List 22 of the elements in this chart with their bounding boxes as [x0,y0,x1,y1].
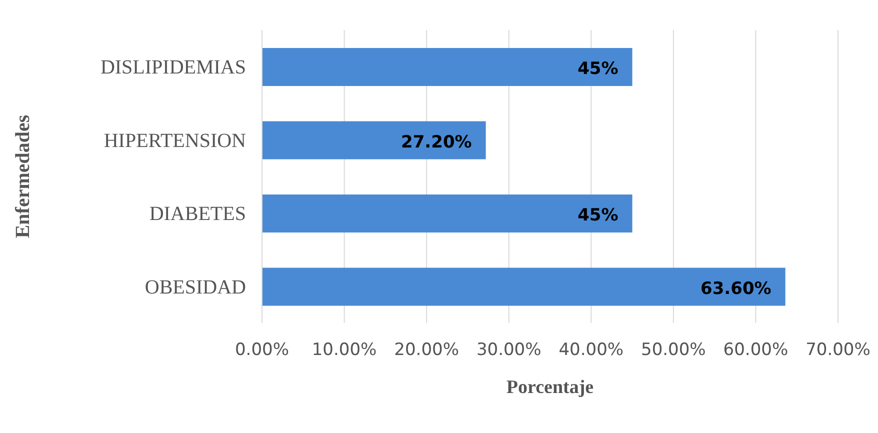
x-axis-title: Porcentaje [506,377,594,398]
y-tick-label: OBESIDAD [144,276,246,298]
bar [262,268,786,306]
bar [262,121,486,160]
y-tick-label: DIABETES [149,203,246,226]
data-label: 45% [578,59,618,79]
data-label: 45% [578,206,618,226]
y-axis-title: Enfermedades [12,114,34,238]
data-label: 63.60% [700,278,772,299]
y-tick-label: HIPERTENSION [104,130,246,152]
data-label: 27.20% [401,132,472,152]
x-tick-label: 10.00% [312,340,377,360]
x-tick-label: 20.00% [394,340,459,360]
x-tick-label: 40.00% [558,340,624,360]
y-tick-label: DISLIPIDEMIAS [100,56,246,79]
bar [262,48,632,86]
bar [262,194,632,232]
x-tick-label: 60.00% [723,340,788,360]
x-tick-label: 70.00% [806,340,870,360]
x-tick-label: 0.00% [234,340,290,360]
x-tick-label: 50.00% [641,340,706,360]
x-tick-label: 30.00% [476,340,542,360]
